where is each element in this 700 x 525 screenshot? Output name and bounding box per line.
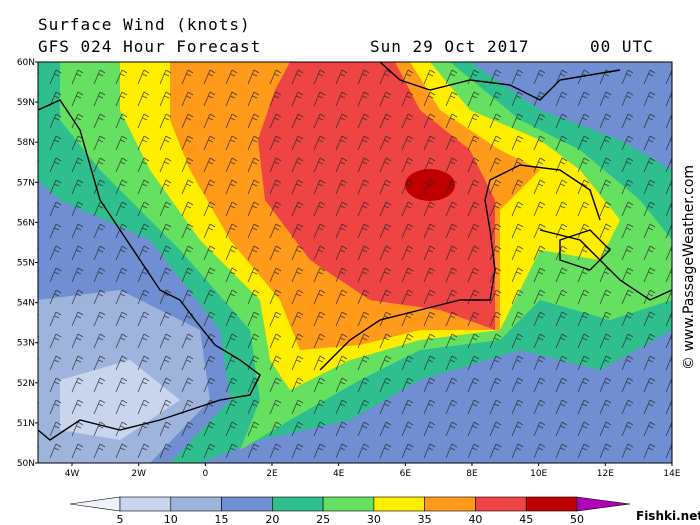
colorbar-label: 30	[367, 513, 381, 525]
lon-label: 2E	[266, 469, 278, 479]
colorbar-segment	[525, 496, 578, 512]
lat-label: 52N	[17, 379, 35, 389]
colorbar-label: 50	[570, 513, 584, 525]
lat-label: 51N	[17, 419, 35, 429]
lon-label: 4E	[333, 469, 345, 479]
lon-label: 10E	[530, 469, 547, 479]
lat-label: 55N	[17, 259, 35, 269]
colorbar-label: 10	[164, 513, 178, 525]
colorbar-label: 20	[265, 513, 279, 525]
colorbar-label: 15	[215, 513, 229, 525]
lon-label: 0	[202, 469, 208, 479]
subtitle: GFS 024 Hour Forecast	[38, 37, 261, 56]
colorbar-segment	[221, 496, 273, 512]
lat-label: 58N	[17, 138, 35, 148]
colorbar-label: 5	[117, 513, 124, 525]
colorbar-label: 35	[418, 513, 432, 525]
colorbar-segment	[119, 496, 172, 512]
lon-label: 8E	[466, 469, 478, 479]
lat-label: 50N	[17, 459, 35, 469]
colorbar-segment	[475, 496, 527, 512]
lat-label: 54N	[17, 299, 35, 309]
watermark: Fishki.net	[636, 509, 700, 523]
lon-label: 4W	[65, 469, 80, 479]
lon-label: 6E	[400, 469, 412, 479]
lat-label: 53N	[17, 339, 35, 349]
colorbar-segment	[322, 496, 375, 512]
date: Sun 29 Oct 2017	[370, 37, 530, 56]
lat-label: 60N	[17, 58, 35, 68]
time: 00 UTC	[590, 37, 654, 56]
colorbar-segment	[170, 496, 222, 512]
credit: © www.PassageWeather.com	[681, 165, 697, 370]
colorbar-segment	[373, 496, 425, 512]
colorbar-segment	[424, 496, 476, 512]
colorbar-label: 45	[519, 513, 533, 525]
lat-label: 57N	[17, 178, 35, 188]
lon-label: 2W	[131, 469, 146, 479]
colorbar-arrow	[69, 496, 121, 512]
lat-label: 56N	[17, 218, 35, 228]
colorbar-segment	[272, 496, 324, 512]
colorbar-arrow	[576, 496, 631, 512]
lon-label: 14E	[663, 469, 680, 479]
wind-field	[38, 62, 672, 463]
colorbar-label: 40	[468, 513, 482, 525]
lon-label: 12E	[597, 469, 614, 479]
lat-label: 59N	[17, 98, 35, 108]
colorbar-label: 25	[316, 513, 330, 525]
title: Surface Wind (knots)	[38, 15, 251, 34]
